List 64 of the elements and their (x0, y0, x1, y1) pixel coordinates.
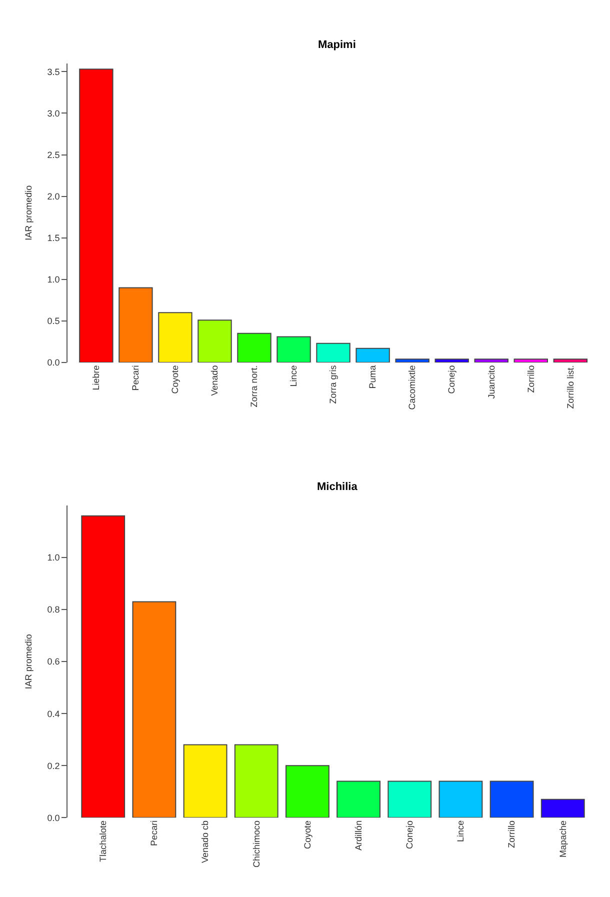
y-tick-label: 1.5 (47, 232, 60, 243)
bar (237, 332, 272, 362)
x-tick-label: Ardillón (353, 820, 364, 850)
y-tick-label: 0.2 (47, 760, 60, 771)
y-tick-label: 2.0 (47, 191, 60, 202)
x-tick-label: Mapache (558, 820, 568, 858)
x-tick-label: Pecari (130, 365, 141, 391)
y-axis-title: IAR promedio (24, 185, 34, 240)
bar (81, 515, 126, 818)
x-tick-label: Zorra gris (328, 364, 338, 404)
bar (336, 780, 380, 818)
bar (316, 342, 350, 362)
x-tick-label: Chichimoco (251, 820, 262, 868)
bar (183, 744, 228, 818)
y-tick-label: 0.4 (47, 708, 60, 719)
x-tick-label: Conejo (404, 820, 415, 849)
y-tick-label: 0.5 (47, 316, 60, 326)
y-tick-label: 3.5 (47, 66, 60, 77)
y-tick-label: 0.0 (47, 358, 60, 368)
x-tick-label: Cacomixtle (407, 365, 418, 410)
x-tick-label: Coyote (302, 820, 312, 849)
bar (540, 798, 585, 818)
x-tick-label: Puma (368, 365, 378, 389)
bar (438, 780, 483, 818)
bar (132, 601, 176, 818)
bar (234, 744, 278, 818)
bar (434, 358, 469, 362)
x-tick-label: Zorra nort. (249, 365, 260, 408)
y-axis-title: IAR promedio (24, 634, 34, 690)
y-tick-label: 0.0 (47, 812, 60, 823)
y-tick-label: 1.0 (47, 274, 60, 285)
y-tick-label: 3.0 (47, 108, 60, 118)
bar (276, 336, 311, 362)
bar (79, 68, 114, 362)
x-tick-label: Venado cb (200, 820, 210, 863)
y-tick-label: 0.8 (47, 604, 60, 615)
x-tick-label: Juancito (486, 365, 496, 399)
bar (490, 780, 534, 818)
bar (118, 287, 153, 362)
x-tick-label: Zorrillo list. (565, 365, 576, 409)
y-tick-label: 1.0 (47, 552, 60, 563)
x-tick-label: Venado (210, 365, 220, 396)
x-tick-label: Liebre (91, 365, 102, 390)
bar (553, 358, 588, 362)
bar (356, 348, 390, 362)
chart-title: Michilia (317, 481, 358, 493)
y-tick-label: 2.5 (47, 150, 60, 160)
x-tick-label: Pecari (149, 820, 160, 846)
bar (198, 320, 232, 362)
x-tick-label: Zorrillo (506, 820, 517, 848)
bar (158, 312, 192, 362)
x-tick-label: Lince (456, 820, 466, 842)
x-tick-label: Coyote (170, 365, 180, 394)
bar (286, 765, 330, 818)
x-tick-label: Zorrillo (526, 365, 536, 393)
y-tick-label: 0.6 (47, 656, 60, 667)
x-tick-label: Conejo (446, 365, 457, 394)
x-tick-label: Lince (288, 365, 299, 387)
bar (388, 780, 432, 818)
bar (395, 358, 430, 362)
bar (474, 358, 508, 362)
x-tick-label: Tlachalote (98, 820, 108, 862)
chart-title: Mapimi (318, 39, 356, 51)
bar (514, 358, 548, 362)
